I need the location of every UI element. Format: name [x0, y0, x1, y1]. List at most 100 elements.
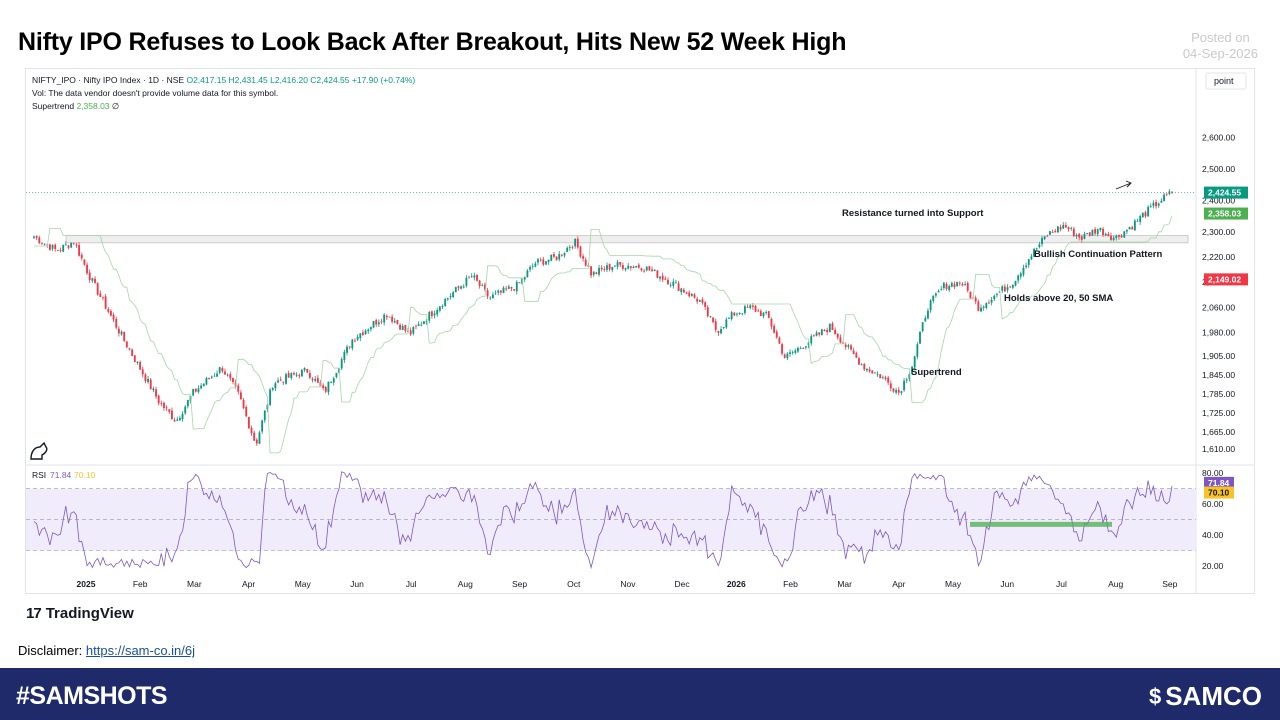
candle-body: [563, 252, 566, 256]
rsi-value-text: 71.84: [1208, 478, 1230, 488]
candle-body: [966, 282, 969, 291]
candle-body: [125, 341, 128, 348]
scale-button[interactable]: [1205, 72, 1247, 90]
candle-body: [616, 261, 619, 267]
candle-body: [1104, 233, 1107, 236]
candle-body: [157, 395, 160, 404]
legend-ohlc: O2,417.15 H2,431.45 L2,416.20 C2,424.55 …: [186, 75, 416, 85]
price-tick-label: 1,980.00: [1202, 328, 1235, 338]
candle-body: [643, 270, 646, 272]
candle-body: [645, 266, 648, 271]
candle-body: [213, 375, 216, 377]
candle-body: [428, 311, 431, 321]
candle-body: [507, 286, 510, 289]
candle-body: [298, 375, 301, 377]
candle-body: [791, 352, 794, 354]
x-tick-label: May: [295, 579, 312, 589]
chart-frame[interactable]: point 2,600.00 2,500.00 2,400.00 2,300.00 2,2…: [25, 68, 1255, 594]
candle-body: [505, 288, 508, 290]
price-tick-label: 2,300.00: [1202, 227, 1235, 237]
candle-body: [1064, 225, 1067, 228]
candle-body: [210, 376, 213, 378]
candle-body: [1155, 201, 1158, 207]
candle-body: [775, 331, 778, 338]
candle-body: [603, 269, 606, 270]
candle-body: [1131, 227, 1134, 230]
disclaimer-link[interactable]: https://sam-co.in/6j: [85, 643, 196, 658]
legend-supertrend: Supertrend 2,358.03 ∅: [32, 101, 119, 112]
rsi-line: [33, 471, 1173, 570]
candle-body: [72, 242, 75, 244]
candle-body: [1115, 235, 1118, 239]
page-title: Nifty IPO Refuses to Look Back After Bre…: [18, 28, 847, 56]
candle-body: [300, 369, 303, 377]
candle-body: [152, 388, 155, 391]
candle-body: [717, 330, 720, 333]
candle-body: [905, 379, 908, 381]
price-tick-label: 1,905.00: [1202, 351, 1235, 361]
candle-body: [441, 306, 444, 307]
candle-body: [48, 244, 51, 250]
candle-body: [147, 378, 149, 383]
x-tick-label: Jul: [406, 579, 417, 589]
candle-body: [653, 269, 656, 271]
candle-body: [847, 345, 850, 347]
candle-body: [131, 349, 134, 356]
candle-body: [629, 266, 632, 268]
candle-body: [720, 329, 722, 334]
annotation-label: Supertrend: [911, 367, 962, 378]
candle-body: [502, 287, 505, 294]
candle-body: [415, 325, 417, 327]
candle-body: [669, 284, 672, 286]
candle-body: [812, 335, 815, 337]
tradingview-logo[interactable]: 17 TradingView: [26, 605, 134, 622]
candle-body: [940, 288, 943, 290]
rsi-tick-label: 80.00: [1202, 468, 1224, 478]
price-label-text: 2,358.03: [1208, 209, 1241, 219]
candle-body: [560, 255, 563, 257]
candle-body: [362, 332, 364, 335]
candle-body: [367, 329, 370, 332]
candle-body: [128, 348, 131, 350]
candle-body: [531, 265, 534, 267]
price-label-badge: [1204, 207, 1248, 220]
candle-body: [194, 388, 197, 392]
candle-body: [460, 286, 463, 289]
candle-body: [545, 261, 547, 265]
x-tick-label: Apr: [242, 579, 255, 589]
candle-body: [75, 244, 78, 246]
candle-body: [446, 297, 449, 300]
candle-body: [1123, 231, 1126, 238]
x-tick-label: Jun: [350, 579, 364, 589]
candle-body: [117, 328, 120, 334]
chart-canvas[interactable]: point 2,600.00 2,500.00 2,400.00 2,300.00 2,2…: [26, 69, 1254, 593]
candle-body: [96, 283, 99, 295]
candle-body: [781, 344, 783, 354]
candle-body: [911, 366, 913, 374]
candle-body: [1019, 273, 1022, 277]
candle-body: [253, 432, 256, 441]
candle-body: [1025, 265, 1028, 268]
candle-body: [982, 306, 985, 308]
candle-body: [995, 293, 998, 295]
candle-body: [510, 287, 513, 289]
candle-body: [335, 372, 338, 378]
candle-body: [1147, 206, 1150, 217]
candle-body: [709, 316, 712, 318]
candle-body: [258, 432, 261, 444]
candle-body: [385, 315, 388, 318]
candle-body: [876, 373, 879, 375]
candle-body: [425, 321, 428, 323]
candle-body: [884, 377, 887, 379]
candle-body: [462, 286, 465, 288]
candle-body: [78, 245, 81, 256]
candle-body: [178, 418, 181, 421]
candle-body: [513, 289, 516, 291]
candle-body: [468, 276, 470, 278]
candle-body: [518, 282, 521, 284]
candle-body: [1149, 206, 1152, 207]
candle-body: [356, 337, 359, 340]
candle-body: [1033, 248, 1035, 257]
candle-body: [383, 314, 386, 323]
candle-body: [1099, 227, 1102, 230]
